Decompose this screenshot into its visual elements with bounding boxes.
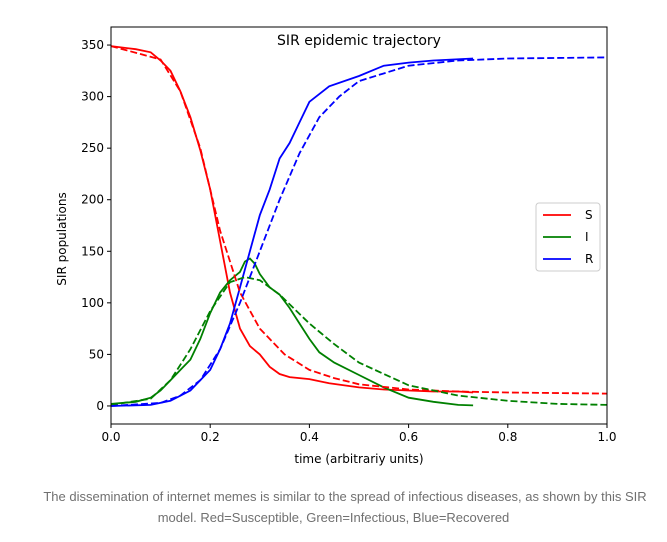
y-axis-label: SIR populations — [55, 192, 69, 285]
y-tick-label: 50 — [89, 347, 104, 361]
y-tick-label: 100 — [81, 296, 104, 310]
legend-label-s: S — [585, 208, 593, 222]
y-tick-label: 250 — [81, 141, 104, 155]
model-line-5 — [110, 56, 608, 407]
model-line-4 — [110, 276, 608, 406]
simulation-line-1 — [110, 257, 474, 407]
legend-label-i: I — [585, 230, 589, 244]
legend: S I R — [535, 202, 601, 272]
y-tick-label: 300 — [81, 90, 104, 104]
x-tick-label: 0.0 — [101, 430, 120, 444]
x-axis-label: time (arbitrariy units) — [294, 452, 423, 466]
x-tick-label: 0.6 — [399, 430, 418, 444]
plot-frame — [110, 26, 608, 425]
chart-title: SIR epidemic trajectory — [277, 33, 441, 49]
y-tick-label: 150 — [81, 244, 104, 258]
simulation-line-0 — [110, 45, 474, 394]
x-tick-label: 1.0 — [597, 430, 616, 444]
x-tick-label: 0.4 — [300, 430, 319, 444]
caption-line-1: The dissemination of internet memes is s… — [43, 489, 647, 504]
y-tick-label: 200 — [81, 193, 104, 207]
legend-label-r: R — [585, 252, 593, 266]
x-tick-label: 0.2 — [201, 430, 220, 444]
model-line-3 — [110, 45, 608, 395]
simulation-line-2 — [110, 57, 474, 407]
x-tick-label: 0.8 — [498, 430, 517, 444]
caption-line-2: model. Red=Susceptible, Green=Infectious… — [157, 510, 510, 525]
y-tick-label: 0 — [96, 399, 104, 413]
sir-chart: SIR epidemic trajectory time (arbitrariy… — [55, 26, 617, 466]
y-tick-label: 350 — [81, 38, 104, 52]
